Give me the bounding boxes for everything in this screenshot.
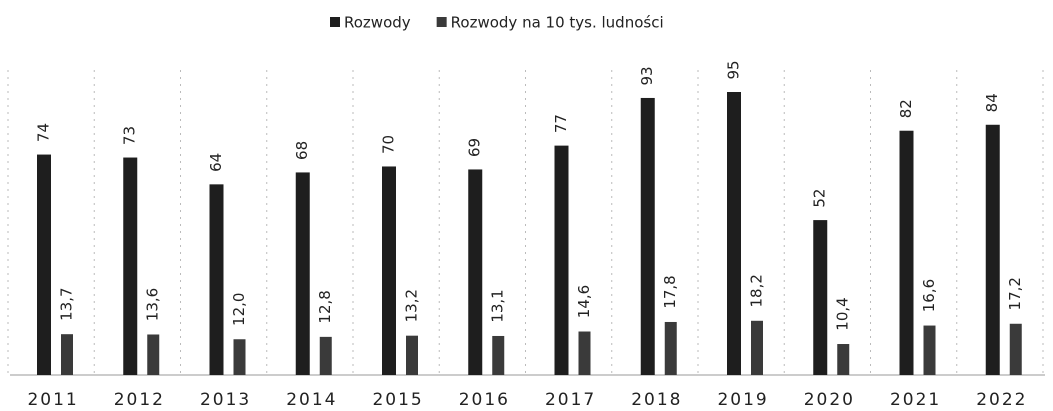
x-tick-label: 2017	[545, 390, 596, 410]
data-label: 13,2	[403, 289, 421, 322]
data-label: 68	[293, 141, 311, 160]
bar	[554, 145, 569, 375]
data-label: 12,8	[316, 290, 334, 323]
bar	[727, 92, 741, 375]
data-label: 17,8	[661, 275, 679, 308]
bar	[123, 157, 138, 375]
data-label: 95	[725, 60, 743, 79]
bar	[899, 130, 914, 375]
bar	[233, 339, 246, 375]
bar	[37, 154, 51, 375]
data-label: 73	[121, 126, 139, 145]
x-tick-label: 2015	[372, 390, 423, 410]
bar	[492, 335, 505, 375]
bar	[640, 97, 655, 376]
data-label: 74	[35, 123, 53, 142]
data-label: 70	[380, 135, 398, 154]
bar	[923, 325, 936, 375]
data-label: 52	[811, 189, 829, 208]
bar	[209, 184, 224, 375]
bar	[664, 321, 677, 375]
bar	[578, 331, 591, 375]
data-label: 12,0	[230, 293, 248, 326]
x-tick-label: 2019	[717, 390, 768, 410]
data-label: 13,1	[489, 289, 507, 322]
data-label: 69	[466, 138, 484, 157]
bar	[61, 334, 73, 375]
x-tick-label: 2011	[27, 390, 78, 410]
bar	[1009, 323, 1022, 375]
x-tick-label: 2014	[286, 390, 337, 410]
data-label: 16,6	[920, 279, 938, 312]
data-label: 10,4	[834, 297, 852, 330]
x-tick-label: 2018	[631, 390, 682, 410]
legend-swatch	[330, 17, 340, 27]
bar	[319, 336, 332, 375]
data-label: 64	[207, 153, 225, 172]
legend-label: Rozwody na 10 tys. ludności	[451, 14, 664, 32]
data-label: 14,6	[575, 285, 593, 318]
bar	[468, 169, 483, 375]
bar	[813, 220, 828, 375]
legend-label: Rozwody	[344, 14, 411, 32]
x-tick-label: 2013	[200, 390, 251, 410]
bar	[295, 172, 310, 375]
x-tick-label: 2021	[890, 390, 941, 410]
bar	[985, 124, 1000, 375]
data-label: 82	[897, 99, 915, 118]
x-tick-label: 2022	[976, 390, 1027, 410]
data-label: 18,2	[748, 274, 766, 307]
x-tick-label: 2016	[459, 390, 510, 410]
data-label: 77	[552, 114, 570, 133]
bar	[147, 334, 160, 375]
bar	[837, 344, 850, 375]
bar	[382, 166, 396, 375]
x-tick-label: 2012	[114, 390, 165, 410]
data-label: 84	[983, 93, 1001, 112]
x-tick-label: 2020	[804, 390, 855, 410]
legend: Rozwody Rozwody na 10 tys. ludności	[330, 14, 664, 32]
data-label: 17,2	[1006, 277, 1024, 310]
legend-swatch	[436, 17, 447, 27]
data-label: 93	[638, 66, 656, 85]
bar	[406, 335, 418, 375]
data-label: 13,6	[144, 288, 162, 321]
bar	[751, 320, 763, 375]
data-label: 13,7	[58, 287, 76, 320]
